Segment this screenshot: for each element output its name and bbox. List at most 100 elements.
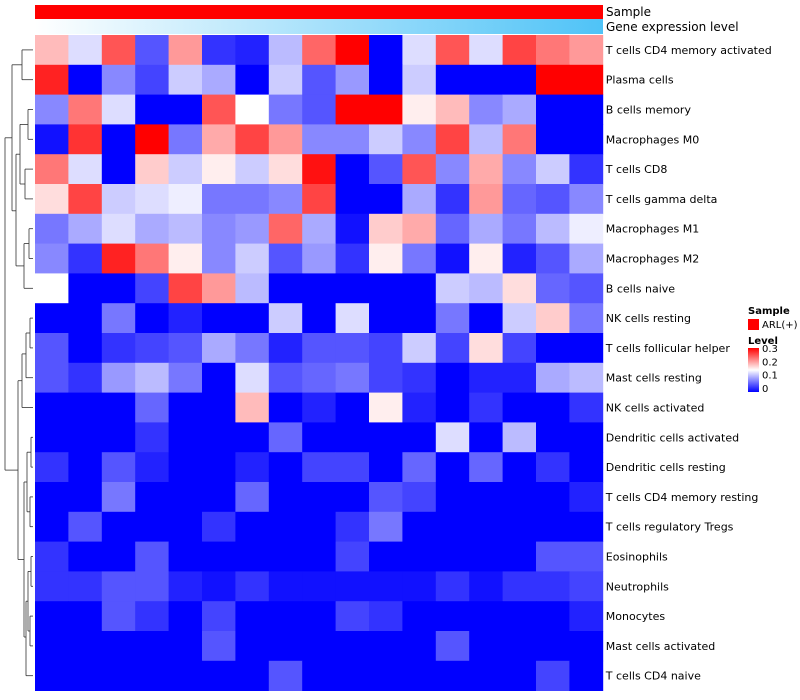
- heatmap-cell: [168, 94, 203, 125]
- heatmap-cell: [536, 124, 570, 155]
- heatmap-cell: [235, 362, 270, 393]
- heatmap-cell: [569, 243, 604, 274]
- heatmap-cell: [502, 571, 537, 602]
- heatmap-cell: [168, 422, 203, 453]
- heatmap-cell: [68, 511, 103, 542]
- heatmap-cell: [168, 35, 203, 66]
- row-label: Plasma cells: [606, 74, 674, 87]
- heatmap-cell: [268, 243, 303, 274]
- heatmap-cell: [469, 213, 503, 244]
- row-label: Monocytes: [606, 610, 666, 623]
- heatmap-cell: [268, 213, 303, 244]
- heatmap-cell: [536, 243, 570, 274]
- heatmap-cell: [335, 213, 370, 244]
- heatmap-cell: [369, 35, 403, 66]
- heatmap-cell: [469, 154, 503, 185]
- heatmap-cell: [569, 422, 604, 453]
- heatmap-cell: [268, 303, 303, 334]
- heatmap-cell: [35, 124, 69, 155]
- heatmap-cell: [335, 362, 370, 393]
- heatmap-cell: [569, 571, 604, 602]
- heatmap-cell: [168, 392, 203, 423]
- heatmap-cell: [469, 601, 503, 632]
- heatmap-cell: [569, 124, 604, 155]
- heatmap-cell: [202, 35, 236, 66]
- heatmap-cell: [235, 35, 270, 66]
- heatmap-cell: [302, 541, 336, 572]
- heatmap-cell: [68, 660, 103, 691]
- heatmap-cell: [335, 482, 370, 513]
- heatmap-cell: [536, 631, 570, 662]
- heatmap-cell: [335, 660, 370, 691]
- heatmap-cell: [536, 333, 570, 364]
- heatmap-cell: [68, 94, 103, 125]
- heatmap-cell: [235, 273, 270, 304]
- heatmap-cell: [335, 571, 370, 602]
- heatmap-cell: [435, 660, 470, 691]
- heatmap-cell: [536, 660, 570, 691]
- heatmap-cell: [202, 362, 236, 393]
- heatmap-cell: [569, 541, 604, 572]
- heatmap-cell: [135, 601, 169, 632]
- heatmap-cell: [35, 482, 69, 513]
- heatmap-cell: [68, 601, 103, 632]
- heatmap-cell: [469, 422, 503, 453]
- heatmap-cell: [68, 35, 103, 66]
- heatmap-cell: [335, 154, 370, 185]
- heatmap-cell: [369, 541, 403, 572]
- heatmap-cell: [35, 213, 69, 244]
- heatmap-cell: [569, 511, 604, 542]
- heatmap-cell: [469, 571, 503, 602]
- heatmap-cell: [369, 303, 403, 334]
- heatmap-cell: [335, 35, 370, 66]
- heatmap-cell: [202, 213, 236, 244]
- heatmap-cell: [502, 303, 537, 334]
- heatmap-cell: [302, 213, 336, 244]
- heatmap-cell: [369, 422, 403, 453]
- row-label: T cells CD8: [605, 163, 668, 176]
- heatmap-cell: [302, 154, 336, 185]
- row-label: NK cells activated: [606, 402, 705, 415]
- heatmap-cell: [35, 452, 69, 483]
- heatmap-cell: [469, 362, 503, 393]
- heatmap-cell: [135, 94, 169, 125]
- heatmap-cell: [202, 571, 236, 602]
- heatmap-cell: [502, 35, 537, 66]
- heatmap-cell: [101, 243, 136, 274]
- row-label: Eosinophils: [606, 551, 668, 564]
- heatmap-cell: [536, 94, 570, 125]
- heatmap-cell: [202, 660, 236, 691]
- heatmap-cell: [101, 482, 136, 513]
- heatmap-cell: [168, 571, 203, 602]
- heatmap-cell: [402, 631, 437, 662]
- heatmap-cell: [435, 154, 470, 185]
- heatmap-cell: [536, 273, 570, 304]
- heatmap-cell: [235, 511, 270, 542]
- heatmap-cell: [369, 511, 403, 542]
- heatmap-cell: [302, 422, 336, 453]
- heatmap-cell: [101, 541, 136, 572]
- heatmap-cell: [235, 482, 270, 513]
- sample-annotation-label: Sample: [606, 5, 651, 19]
- heatmap-cell: [135, 303, 169, 334]
- heatmap-cell: [302, 64, 336, 95]
- heatmap-cell: [435, 392, 470, 423]
- heatmap-cell: [101, 35, 136, 66]
- heatmap-cell: [435, 333, 470, 364]
- heatmap-cell: [369, 631, 403, 662]
- heatmap-cell: [35, 184, 69, 215]
- heatmap-cell: [502, 362, 537, 393]
- heatmap-cell: [68, 124, 103, 155]
- heatmap-cell: [402, 452, 437, 483]
- heatmap-cell: [135, 35, 169, 66]
- heatmap-cell: [469, 452, 503, 483]
- heatmap-cell: [68, 333, 103, 364]
- heatmap-cell: [35, 660, 69, 691]
- heatmap-cell: [569, 154, 604, 185]
- heatmap-cell: [168, 124, 203, 155]
- heatmap-cell: [268, 124, 303, 155]
- row-label: T cells CD4 memory activated: [605, 44, 772, 57]
- heatmap-cell: [268, 184, 303, 215]
- heatmap-cell: [302, 35, 336, 66]
- heatmap-cell: [168, 243, 203, 274]
